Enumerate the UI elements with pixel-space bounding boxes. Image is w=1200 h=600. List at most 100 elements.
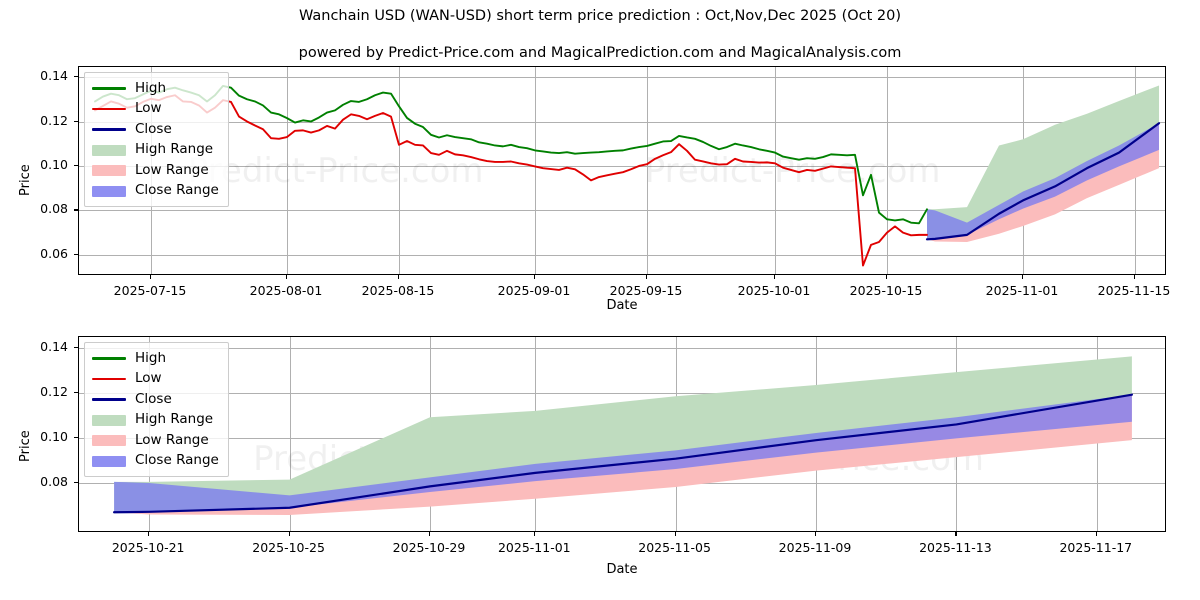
legend-item-label: Close Range	[135, 182, 219, 198]
x-tick-mark	[286, 275, 288, 279]
y-axis-tick-label: 0.08	[40, 201, 68, 217]
legend-item-label: High Range	[135, 411, 214, 427]
legend-item-label: High	[135, 349, 167, 366]
low-price-line	[94, 94, 928, 267]
bottom-chart-legend: High Low Close High Range Low Range Close Ran…	[84, 342, 229, 477]
x-tick-mark	[150, 275, 152, 279]
gridline-horizontal	[79, 77, 1165, 78]
y-axis-tick-label: 0.14	[40, 68, 68, 83]
x-axis-tick-label: 2025-11-15	[1097, 283, 1171, 298]
legend-swatch-mark	[92, 435, 126, 447]
x-tick-mark	[886, 275, 888, 279]
x-tick-mark	[534, 275, 536, 279]
legend-item: Close Range	[92, 181, 219, 202]
x-axis-tick-label: 2025-10-29	[392, 540, 466, 555]
gridline-vertical	[647, 67, 648, 274]
x-tick-mark	[774, 275, 776, 279]
gridline-horizontal	[79, 347, 1165, 349]
legend-item-label: Close Range	[135, 452, 219, 468]
y-tick-mark	[74, 253, 78, 256]
legend-line-swatch	[92, 393, 126, 405]
y-axis-tick-label: 0.12	[40, 383, 68, 399]
legend-swatch-mark	[92, 87, 126, 90]
page-subtitle: powered by Predict-Price.com and Magical…	[298, 45, 902, 61]
legend-swatch-mark	[92, 398, 126, 401]
x-tick-mark	[534, 532, 536, 536]
x-tick-mark	[955, 532, 957, 536]
legend-swatch-mark	[92, 455, 126, 467]
gridline-vertical	[535, 67, 536, 274]
legend-item-label: Low Range	[135, 431, 209, 448]
gridline-vertical	[887, 67, 888, 274]
x-tick-mark	[398, 275, 400, 279]
legend-swatch-mark	[92, 414, 126, 426]
x-tick-mark	[674, 532, 676, 536]
x-axis-tick-label: 2025-07-15	[113, 283, 187, 298]
legend-item: High Range	[92, 410, 219, 431]
legend-band-swatch	[92, 144, 126, 156]
x-axis-tick-label: 2025-11-09	[778, 540, 852, 555]
legend-band-swatch	[92, 414, 126, 426]
gridline-vertical	[287, 67, 288, 274]
x-axis-tick-label: 2025-10-15	[849, 283, 923, 298]
x-axis-tick-label: 2025-11-17	[1059, 540, 1133, 555]
top-chart-y-axis-title: Price	[18, 164, 33, 196]
legend-line-swatch	[92, 123, 126, 135]
legend-item-label: Low	[135, 370, 162, 386]
legend-swatch-mark	[92, 144, 126, 156]
y-tick-mark	[74, 482, 78, 484]
gridline-horizontal	[79, 165, 1165, 167]
x-axis-tick-label: 2025-11-01	[497, 540, 571, 555]
legend-item-label: Low	[135, 100, 162, 116]
y-axis-tick-label: 0.06	[40, 245, 68, 261]
y-tick-mark	[74, 120, 78, 122]
legend-item: High	[92, 348, 219, 369]
y-axis-tick-label: 0.10	[40, 428, 68, 444]
bottom-high-range-band	[114, 356, 1132, 513]
legend-item: High Range	[92, 140, 219, 161]
x-tick-mark	[148, 532, 150, 536]
legend-item: Low	[92, 99, 219, 120]
legend-band-swatch	[92, 164, 126, 177]
x-tick-mark	[815, 532, 817, 536]
x-tick-mark	[288, 532, 290, 536]
legend-item-label: Close	[135, 390, 172, 407]
high-price-line	[94, 84, 928, 225]
legend-item: Low	[92, 369, 219, 390]
legend-line-swatch	[92, 82, 126, 94]
y-axis-tick-label: 0.10	[40, 156, 68, 172]
x-axis-tick-label: 2025-08-15	[361, 283, 435, 298]
y-axis-tick-label: 0.12	[40, 112, 68, 128]
top-chart-legend: High Low Close High Range Low Range Close Ran…	[84, 72, 229, 207]
legend-item: Low Range	[92, 160, 219, 181]
legend-swatch-mark	[92, 185, 126, 197]
legend-item: Close Range	[92, 451, 219, 472]
x-axis-tick-label: 2025-11-13	[919, 540, 992, 555]
y-axis-tick-label: 0.14	[40, 338, 68, 354]
y-tick-mark	[74, 391, 78, 394]
legend-swatch-mark	[92, 357, 126, 360]
gridline-vertical	[775, 67, 776, 274]
top-chart-x-axis-title: Date	[606, 298, 638, 313]
x-axis-tick-label: 2025-09-15	[609, 283, 683, 298]
y-tick-mark	[74, 209, 78, 211]
x-axis-tick-label: 2025-11-05	[638, 540, 711, 555]
y-tick-mark	[74, 346, 78, 348]
bottom-close-forecast-line	[113, 393, 1133, 514]
top-chart-series	[94, 84, 1161, 267]
x-axis-tick-label: 2025-10-25	[252, 540, 325, 555]
bottom-chart-series	[113, 356, 1133, 515]
legend-band-swatch	[92, 434, 126, 447]
gridline-horizontal	[79, 254, 1165, 256]
top-low-range-band	[927, 123, 1159, 242]
x-axis-tick-label: 2025-10-21	[111, 540, 185, 555]
y-tick-mark	[74, 436, 78, 439]
bottom-chart-y-axis-title: Price	[18, 430, 33, 462]
legend-item: Close	[92, 119, 219, 140]
page-title: Wanchain USD (WAN-USD) short term price …	[298, 8, 902, 24]
x-axis-tick-label: 2025-09-01	[497, 283, 571, 298]
top-chart-panel: Predict-Price.com Predict-Price.com	[78, 66, 1166, 275]
